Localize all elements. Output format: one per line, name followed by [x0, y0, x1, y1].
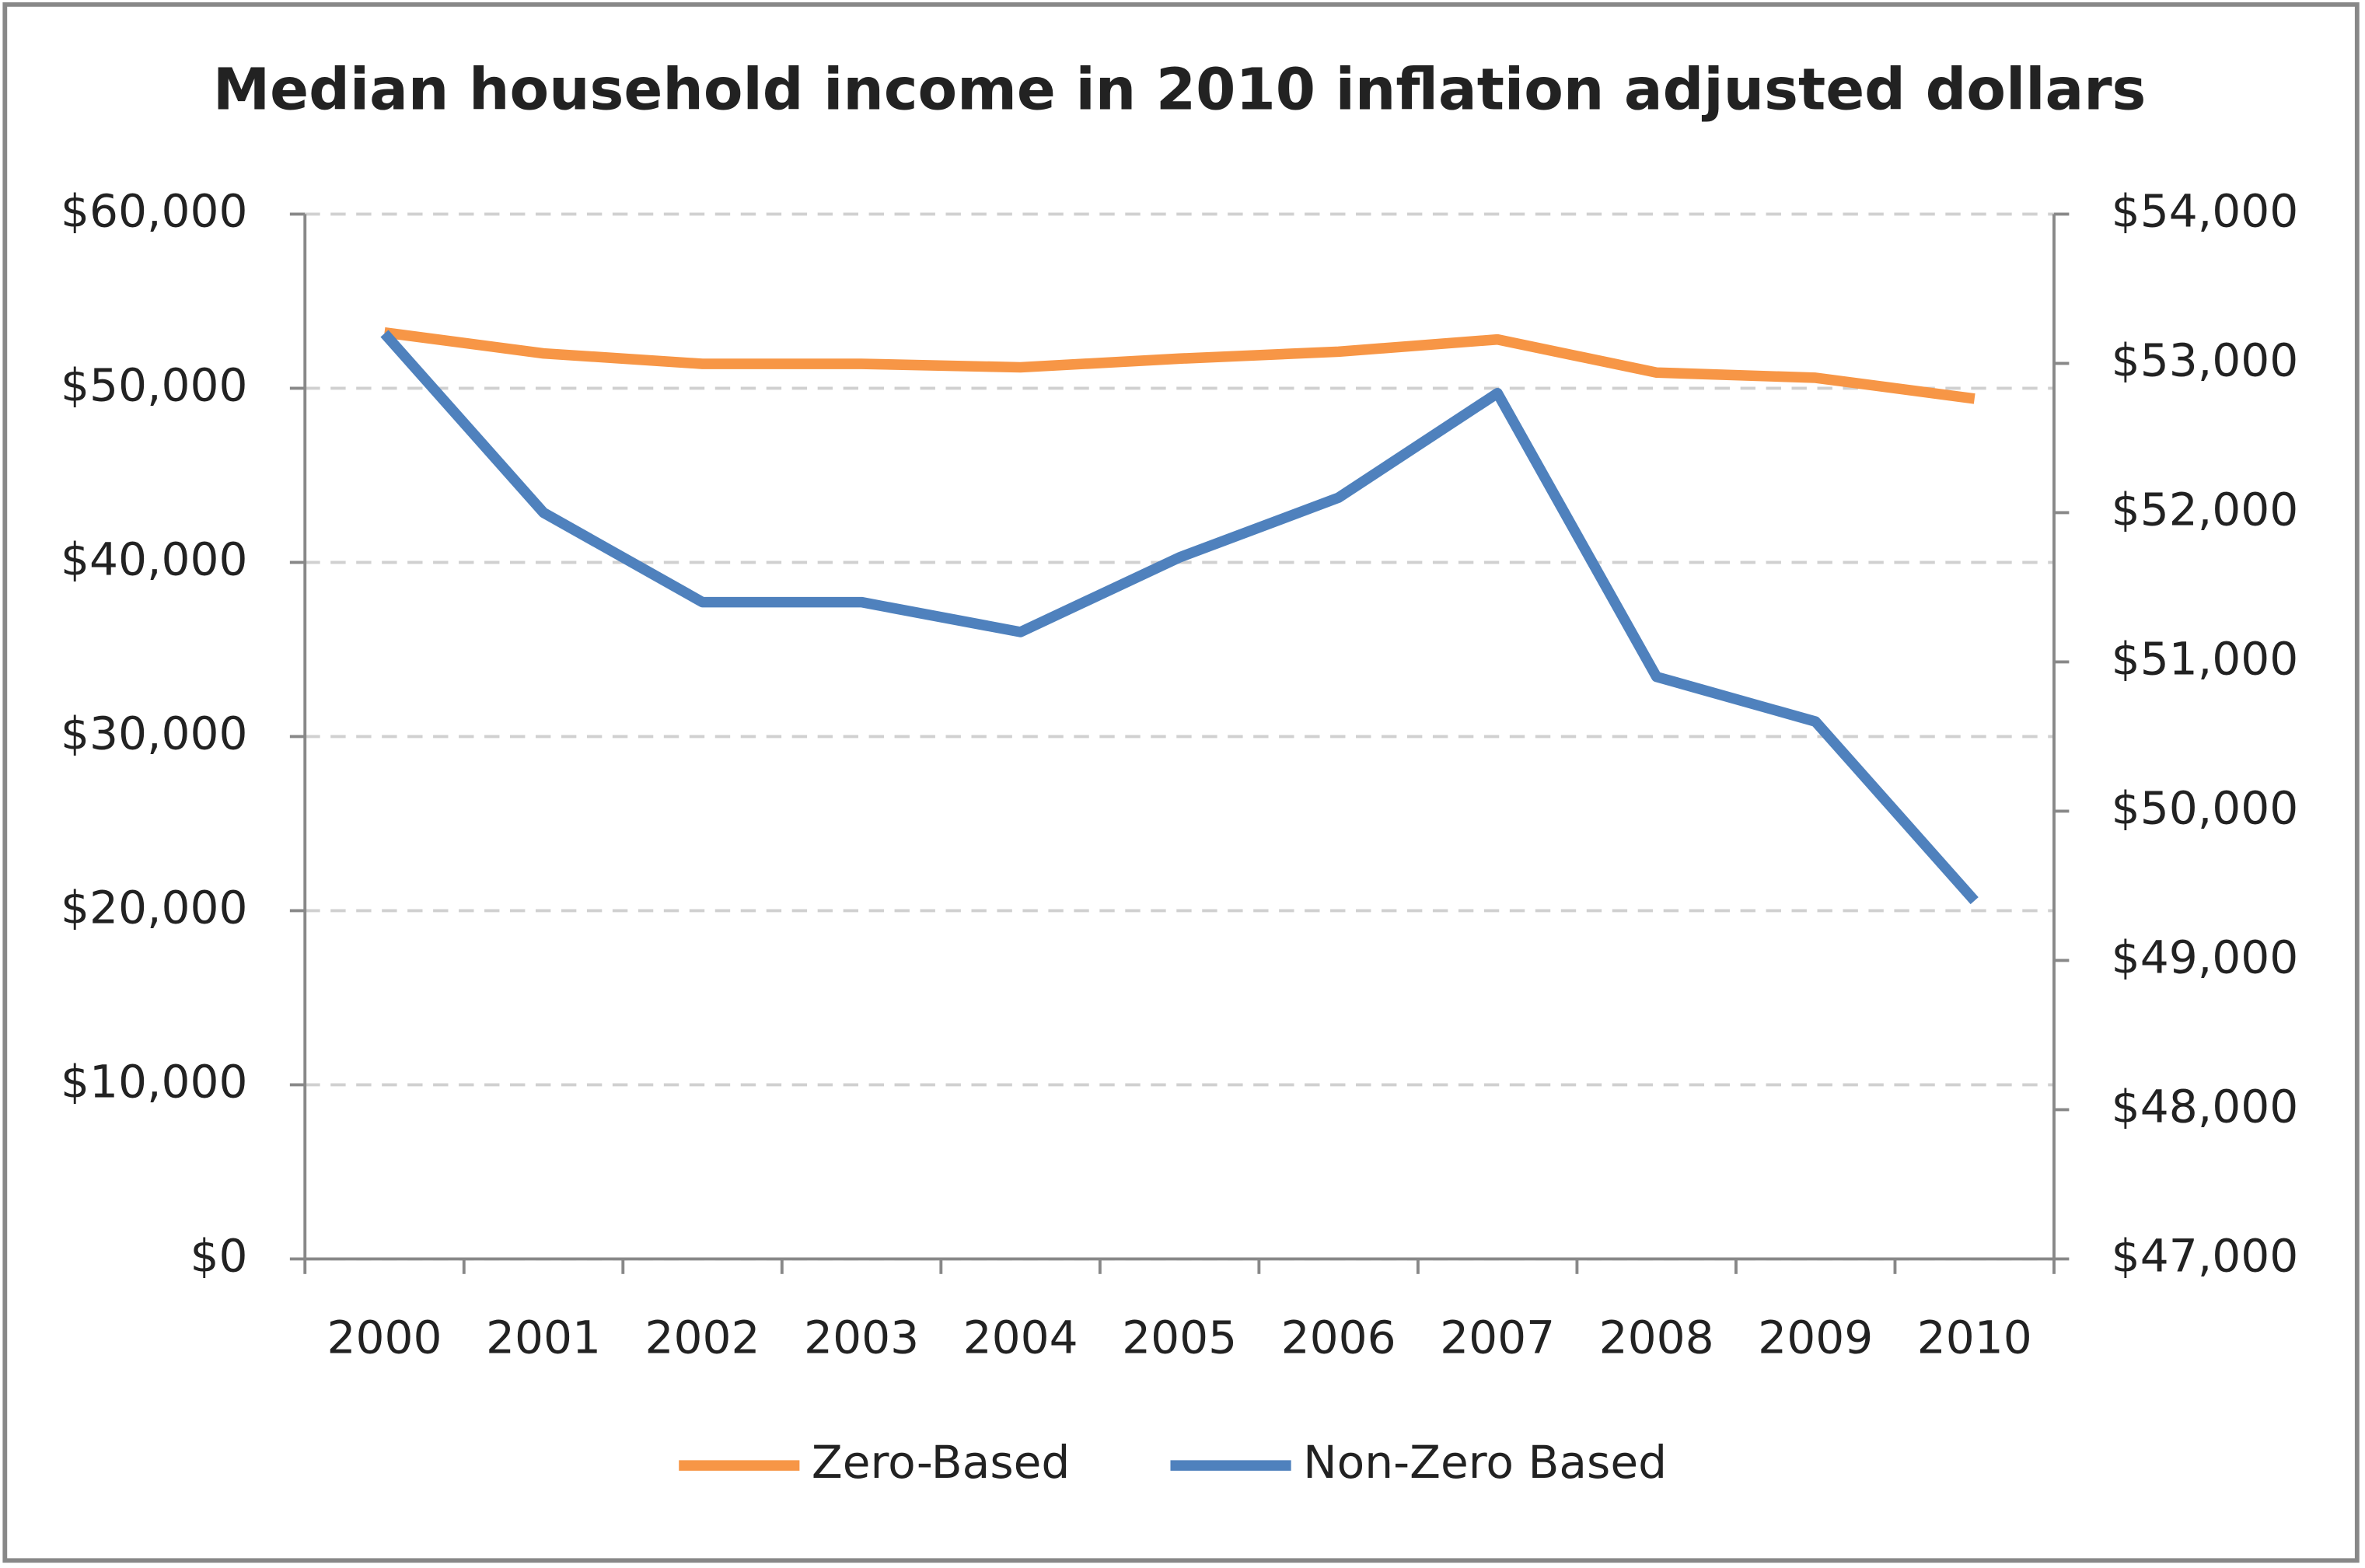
- legend-label: Zero-Based: [812, 1436, 1070, 1489]
- legend-label: Non-Zero Based: [1303, 1436, 1667, 1489]
- y2-tick-label: $52,000: [2112, 484, 2299, 536]
- y-tick-label: $0: [190, 1230, 248, 1283]
- x-tick-label: 2000: [327, 1311, 442, 1364]
- y-tick-label: $60,000: [61, 185, 248, 238]
- x-tick-label: 2006: [1281, 1311, 1396, 1364]
- x-tick-label: 2001: [486, 1311, 601, 1364]
- series-line: [383, 327, 1975, 404]
- chart-title: Median household income in 2010 inflatio…: [213, 57, 2147, 123]
- x-tick-label: 2005: [1122, 1311, 1237, 1364]
- y2-tick-label: $53,000: [2112, 334, 2299, 387]
- y2-tick-label: $50,000: [2112, 782, 2299, 835]
- y2-tick-label: $47,000: [2112, 1230, 2299, 1283]
- y2-tick-label: $54,000: [2112, 185, 2299, 238]
- y-tick-label: $50,000: [61, 359, 248, 412]
- y-tick-label: $10,000: [61, 1056, 248, 1109]
- x-tick-label: 2004: [963, 1311, 1078, 1364]
- y-tick-label: $20,000: [61, 882, 248, 934]
- y-tick-label: $40,000: [61, 533, 248, 586]
- y2-tick-label: $51,000: [2112, 633, 2299, 686]
- y-tick-label: $30,000: [61, 707, 248, 760]
- series-line: [380, 330, 1979, 905]
- x-tick-label: 2010: [1917, 1311, 2032, 1364]
- x-tick-label: 2009: [1758, 1311, 1873, 1364]
- y2-tick-label: $48,000: [2112, 1081, 2299, 1133]
- x-tick-label: 2008: [1599, 1311, 1714, 1364]
- x-tick-label: 2007: [1440, 1311, 1555, 1364]
- x-tick-label: 2002: [645, 1311, 760, 1364]
- y2-tick-label: $49,000: [2112, 931, 2299, 984]
- x-tick-label: 2003: [804, 1311, 919, 1364]
